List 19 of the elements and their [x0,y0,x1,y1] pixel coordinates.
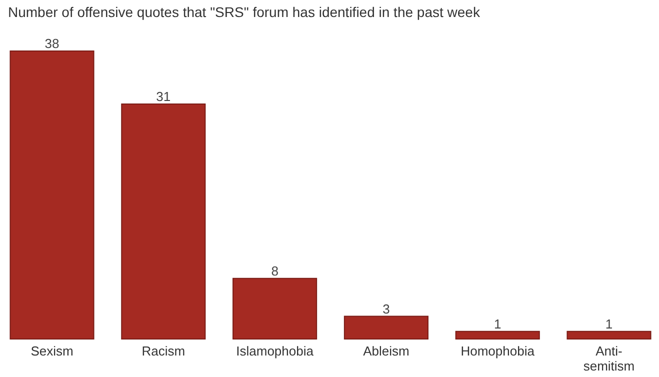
chart-title: Number of offensive quotes that "SRS" forum has identified in the past week [8,4,481,20]
x-tick-label: Islamophobia [236,344,314,358]
bar [566,330,652,340]
data-label: 8 [271,263,278,278]
data-label: 1 [605,316,613,332]
x-tick-label: Sexism [30,344,74,358]
x-tick-label: Anti-semitism [583,344,635,374]
x-tick-label: Racism [142,344,186,358]
bar [121,104,206,340]
bar [344,316,428,340]
data-label: 31 [156,89,171,104]
data-label: 1 [494,316,502,332]
bar [455,330,540,340]
bar [10,50,94,340]
bar [232,278,318,340]
data-label: 38 [44,36,60,51]
x-tick-label: Homophobia [460,344,536,358]
data-label: 3 [382,301,390,316]
x-tick-label: Ableism [363,344,410,358]
